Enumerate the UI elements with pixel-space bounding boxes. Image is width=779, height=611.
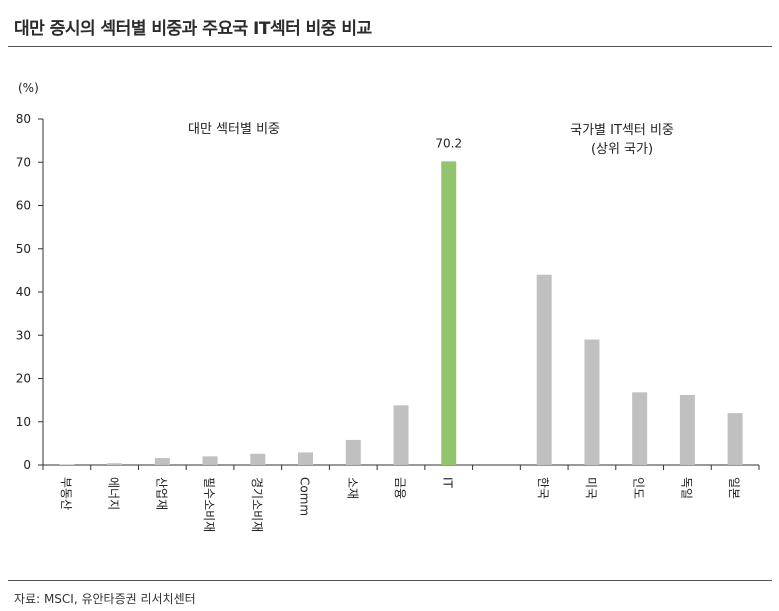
bar	[393, 405, 409, 465]
bar	[441, 161, 457, 465]
x-tick-label: Comm	[298, 477, 312, 516]
bar	[536, 274, 552, 465]
annotations: 70.2 대만 섹터별 비중 국가별 IT섹터 비중 (상위 국가)	[188, 122, 674, 157]
group-label: 국가별 IT섹터 비중	[570, 123, 674, 138]
bar	[202, 456, 218, 465]
x-tick-label: 필수소비재	[202, 477, 216, 532]
y-tick-label: 20	[16, 372, 31, 386]
x-tick-label: 에너지	[107, 477, 121, 510]
source-note: 자료: MSCI, 유안타증권 리서치센터	[14, 592, 196, 606]
bar	[154, 458, 170, 465]
bar	[345, 439, 361, 465]
x-tick-label: 독일	[679, 477, 693, 499]
x-tick-label: 소재	[345, 477, 359, 499]
group-label: (상위 국가)	[591, 142, 653, 157]
bar	[107, 463, 123, 465]
y-tick-label: 0	[23, 458, 31, 472]
x-tick-label: 미국	[584, 477, 598, 499]
y-tick-label: 30	[16, 328, 31, 342]
y-tick-label: 80	[16, 112, 31, 126]
bar	[632, 392, 648, 465]
data-label: 70.2	[435, 136, 462, 150]
x-axis-labels: 부동산 에너지 산업재 필수소비재 경기소비재 Comm 소재 금융 IT 한국 미국 인도 독일 일본	[59, 477, 741, 532]
bar	[727, 413, 743, 465]
y-tick-label: 70	[16, 155, 31, 169]
x-tick-label: 부동산	[59, 477, 73, 510]
x-tick-label: 일본	[727, 477, 741, 499]
y-axis: 0 10 20 30 40 50 60 70 80 (%)	[16, 81, 760, 472]
bar	[679, 394, 695, 465]
source-divider	[8, 580, 772, 581]
bar	[298, 452, 314, 465]
group-label: 대만 섹터별 비중	[188, 122, 280, 137]
x-tick-label: 한국	[536, 477, 550, 499]
bar	[250, 453, 266, 465]
bar-chart: 0 10 20 30 40 50 60 70 80 (%) 부동산 에너지 산업재 필수소비재 경기소비재…	[16, 81, 760, 532]
page-title: 대만 증시의 섹터별 비중과 주요국 IT섹터 비중 비교	[14, 19, 372, 39]
y-unit-label: (%)	[18, 81, 39, 95]
x-tick-label: 경기소비재	[250, 477, 264, 532]
y-tick-label: 10	[16, 415, 31, 429]
x-tick-label: 금융	[393, 477, 407, 499]
y-tick-label: 60	[16, 199, 31, 213]
bar	[584, 339, 600, 465]
x-tick-label: 산업재	[154, 477, 168, 510]
x-tick-label: IT	[441, 477, 455, 489]
x-tick-label: 인도	[632, 477, 646, 499]
bars	[59, 161, 743, 465]
title-divider	[8, 46, 772, 47]
y-tick-label: 40	[16, 285, 31, 299]
y-tick-label: 50	[16, 242, 31, 256]
